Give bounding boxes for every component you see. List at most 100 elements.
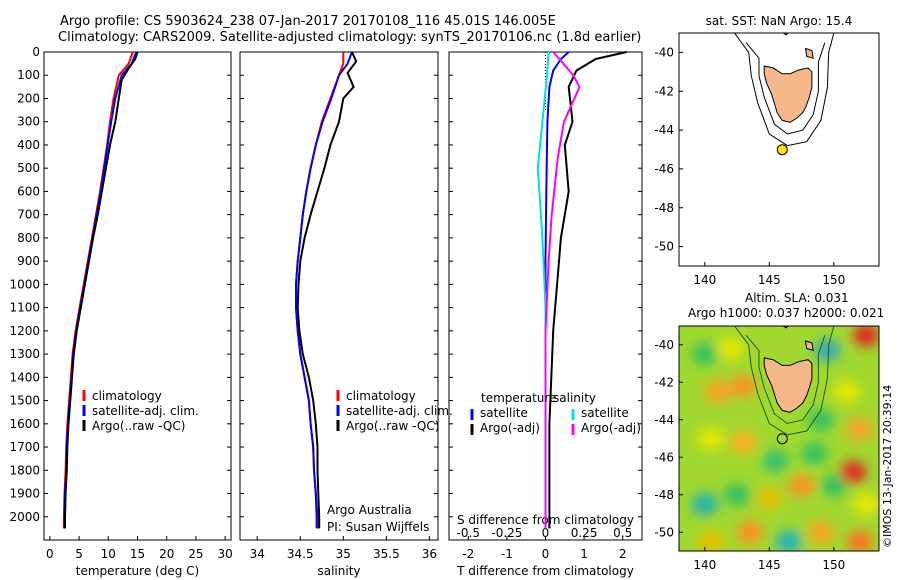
y-tick-label: 1800 <box>9 463 40 477</box>
land-island <box>804 340 814 352</box>
heatmap-field <box>691 326 879 551</box>
y-tick-label: 100 <box>17 68 40 82</box>
y-tick-label: 1700 <box>9 440 40 454</box>
depth-contour <box>734 326 835 436</box>
y-tick-label: 200 <box>17 91 40 105</box>
legend-label: satellite <box>581 406 629 420</box>
y-tick-label: -46 <box>654 450 674 464</box>
x-tick-label: 5 <box>75 547 83 561</box>
x-tick-label: 35.5 <box>373 547 400 561</box>
chart-title-line1: Argo profile: CS 5903624_238 07-Jan-2017… <box>60 14 556 29</box>
y-tick-label: -40 <box>654 338 674 352</box>
x-tick-label: 35 <box>336 547 351 561</box>
y-tick-label: 400 <box>17 138 40 152</box>
series-line <box>64 51 139 529</box>
land-island <box>804 47 814 59</box>
series-line <box>544 51 581 529</box>
y-tick-label: 800 <box>17 231 40 245</box>
y-tick-label: 900 <box>17 254 40 268</box>
y-tick-label: -50 <box>654 525 674 539</box>
panel-frame <box>239 51 439 541</box>
legend-label: Argo(-adj) <box>581 421 641 435</box>
y-tick-label: 1500 <box>9 394 40 408</box>
legend-title: temperature <box>481 391 556 405</box>
x-axis-label: T difference from climatology <box>456 564 634 578</box>
legend-label: Argo(..raw -QC) <box>346 419 439 433</box>
y-tick-label: 1400 <box>9 370 40 384</box>
legend-label: Argo(..raw -QC) <box>92 419 185 433</box>
y-tick-label: -50 <box>654 240 674 254</box>
x-tick-label: 1 <box>580 547 588 561</box>
y-tick-label: 1600 <box>9 417 40 431</box>
y-tick-label: -40 <box>654 45 674 59</box>
map-plot-area <box>679 326 879 551</box>
y-tick-label: 1900 <box>9 487 40 501</box>
series-line <box>62 51 134 529</box>
x-tick-label: 0 <box>46 547 54 561</box>
heatmap-cell <box>704 380 731 403</box>
series-line <box>548 51 627 529</box>
y-tick-label: 0 <box>32 45 40 59</box>
x-tick-label: 34 <box>250 547 265 561</box>
y-tick-label: 1000 <box>9 277 40 291</box>
y-tick-label: -44 <box>654 413 674 427</box>
land-tasmania <box>763 357 813 413</box>
legend-label: climatology <box>92 389 162 403</box>
heatmap-cell <box>788 474 815 497</box>
y-tick-label: -44 <box>654 123 674 137</box>
map-title: Altim. SLA: 0.031 <box>745 291 849 305</box>
x-tick-label: 2 <box>619 547 627 561</box>
y-tick-label: 600 <box>17 184 40 198</box>
heatmap-cell <box>698 427 725 450</box>
legend-label: satellite-adj. clim. <box>346 404 453 418</box>
legend-label: climatology <box>346 389 416 403</box>
map-frame <box>678 32 880 267</box>
x-tick-label: 30 <box>218 547 233 561</box>
y-tick-label: 500 <box>17 161 40 175</box>
heatmap-cell <box>801 442 828 465</box>
y-tick-label: 1200 <box>9 324 40 338</box>
legend-label: satellite <box>480 406 528 420</box>
heatmap-cell <box>762 450 789 472</box>
heatmap-cell <box>807 408 834 431</box>
x-tick-label: 150 <box>822 273 845 287</box>
y-tick-label: -48 <box>654 488 674 502</box>
annotation-text: Argo Australia <box>327 503 412 517</box>
map-plot-area <box>679 33 839 156</box>
y-tick-label: -46 <box>654 162 674 176</box>
x-tick-label: 150 <box>822 558 845 572</box>
x-tick-label: 36 <box>422 547 437 561</box>
legend-label: satellite-adj. clim. <box>92 404 199 418</box>
x-tick-label: 10 <box>101 547 116 561</box>
x-tick-label: 145 <box>758 558 781 572</box>
annotation-text: PI: Susan Wijffels <box>327 520 429 534</box>
heatmap-cell <box>833 380 860 403</box>
x-tick-label: 140 <box>693 558 716 572</box>
x-tick-label: 25 <box>188 547 203 561</box>
x-tick-label: -2 <box>462 547 474 561</box>
x2-tick-label: 0.5 <box>613 526 632 540</box>
heatmap-cell <box>853 493 879 516</box>
map-frame <box>678 325 880 552</box>
y-tick-label: 1300 <box>9 347 40 361</box>
depth-contour <box>745 335 826 425</box>
heatmap-cell <box>730 431 757 454</box>
depth-contour <box>734 33 835 147</box>
heatmap-cell <box>724 483 751 506</box>
y-tick-label: -42 <box>654 375 674 389</box>
heatmap-cell <box>853 326 879 347</box>
heatmap-cell <box>756 487 783 510</box>
heatmap-cell <box>775 530 802 551</box>
series-line <box>63 51 138 529</box>
panel-frame <box>43 51 232 541</box>
argo-float-marker <box>776 433 788 445</box>
depth-contour <box>745 42 826 135</box>
series-line <box>296 51 358 529</box>
y-tick-label: -48 <box>654 201 674 215</box>
x-axis-label: salinity <box>317 564 360 578</box>
x2-tick-label: -0.5 <box>457 526 480 540</box>
y-tick-label: 1100 <box>9 301 40 315</box>
y-tick-label: -42 <box>654 84 674 98</box>
heatmap-cell <box>691 493 718 516</box>
